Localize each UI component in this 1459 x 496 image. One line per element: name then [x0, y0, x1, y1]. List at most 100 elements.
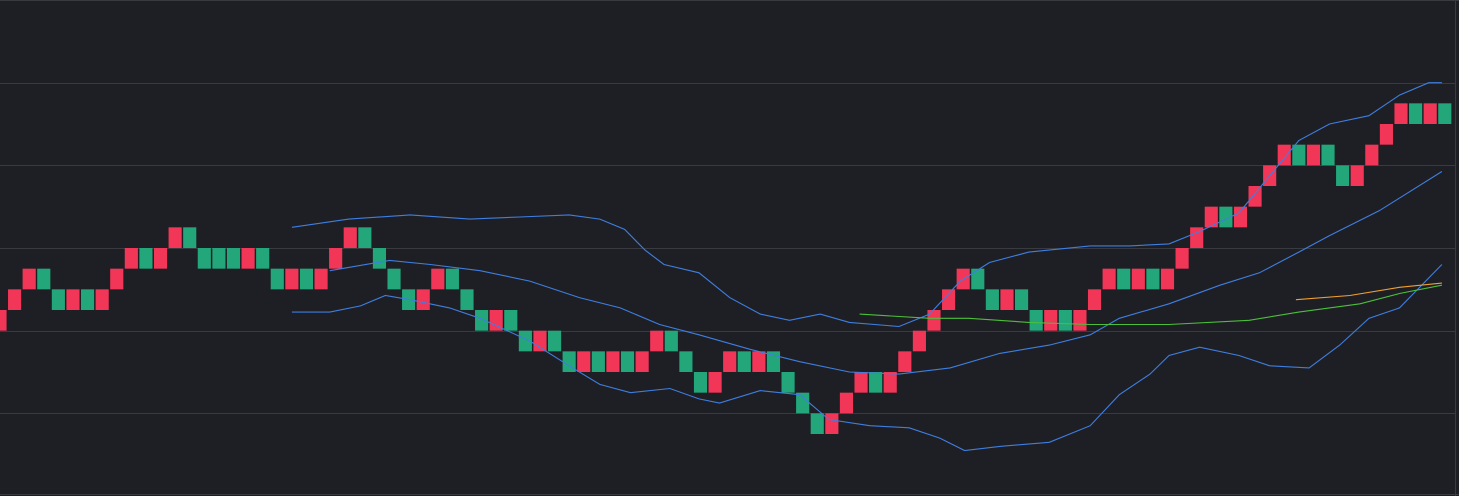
- indicator-line: [1295, 282, 1442, 301]
- brick: [22, 268, 36, 290]
- brick: [51, 289, 65, 310]
- brick: [1029, 310, 1043, 331]
- brick: [1379, 124, 1393, 145]
- brick: [1321, 144, 1335, 166]
- brick: [168, 227, 182, 248]
- indicator-line: [291, 82, 1442, 328]
- brick: [650, 330, 664, 352]
- brick: [95, 289, 109, 310]
- brick: [620, 351, 635, 372]
- brick: [927, 310, 941, 331]
- brick: [343, 227, 357, 248]
- brick: [183, 227, 197, 248]
- brick: [372, 248, 387, 269]
- brick: [693, 372, 708, 393]
- brick: [110, 268, 124, 290]
- indicator-line: [329, 171, 1443, 375]
- brick: [942, 289, 956, 310]
- brick: [1160, 268, 1175, 290]
- indicator-line: [291, 264, 1443, 452]
- brick: [971, 268, 985, 290]
- brick: [533, 330, 547, 352]
- brick: [1073, 310, 1087, 331]
- brick: [37, 268, 51, 290]
- brick: [1044, 310, 1058, 331]
- brick: [1336, 165, 1350, 186]
- brick: [226, 248, 241, 269]
- brick: [1175, 248, 1189, 269]
- brick: [1102, 268, 1116, 290]
- brick: [197, 248, 211, 269]
- brick: [1423, 103, 1437, 124]
- brick: [854, 372, 868, 393]
- brick: [329, 248, 343, 269]
- brick: [504, 310, 518, 331]
- brick: [985, 289, 999, 310]
- brick: [139, 248, 153, 269]
- brick: [1394, 103, 1408, 124]
- brick: [460, 289, 474, 310]
- brick: [547, 330, 562, 352]
- brick: [241, 248, 255, 269]
- brick: [1204, 206, 1218, 228]
- brick: [299, 268, 314, 290]
- brick: [664, 330, 678, 352]
- brick: [1190, 227, 1204, 248]
- brick: [1248, 186, 1262, 207]
- brick: [1058, 310, 1072, 331]
- brick: [8, 289, 22, 310]
- brick: [708, 372, 722, 393]
- brick: [1131, 268, 1145, 290]
- brick: [912, 330, 926, 352]
- brick: [0, 310, 7, 331]
- brick: [752, 351, 766, 372]
- brick: [1277, 144, 1291, 166]
- brick: [1438, 103, 1452, 124]
- brick: [635, 351, 649, 372]
- brick: [562, 351, 576, 372]
- brick: [1000, 289, 1014, 310]
- brick: [1219, 206, 1233, 228]
- brick: [518, 330, 532, 352]
- brick: [1146, 268, 1160, 290]
- brick: [1087, 289, 1102, 310]
- indicator-line: [859, 284, 1443, 326]
- brick: [256, 248, 270, 269]
- brick: [66, 289, 80, 310]
- brick: [212, 248, 226, 269]
- brick: [475, 310, 489, 331]
- brick: [314, 268, 328, 290]
- brick: [80, 289, 95, 310]
- brick: [1233, 206, 1248, 228]
- brick: [1306, 144, 1321, 166]
- brick: [1350, 165, 1364, 186]
- brick: [270, 268, 284, 290]
- brick: [153, 248, 168, 269]
- brick: [591, 351, 605, 372]
- brick: [796, 392, 810, 414]
- brick: [577, 351, 591, 372]
- brick: [489, 310, 503, 331]
- brick: [124, 248, 138, 269]
- brick: [285, 268, 299, 290]
- brick: [445, 268, 459, 290]
- brick: [825, 413, 839, 434]
- brick: [898, 351, 912, 372]
- brick: [1117, 268, 1131, 290]
- brick: [416, 289, 430, 310]
- brick: [781, 372, 795, 393]
- brick: [737, 351, 751, 372]
- brick: [1014, 289, 1029, 310]
- brick: [1365, 144, 1379, 166]
- brick: [431, 268, 445, 290]
- brick: [679, 351, 693, 372]
- brick: [606, 351, 620, 372]
- brick: [358, 227, 372, 248]
- brick: [883, 372, 897, 393]
- brick: [839, 392, 854, 414]
- brick: [810, 413, 824, 434]
- brick: [723, 351, 737, 372]
- brick: [387, 268, 401, 290]
- brick: [1409, 103, 1423, 124]
